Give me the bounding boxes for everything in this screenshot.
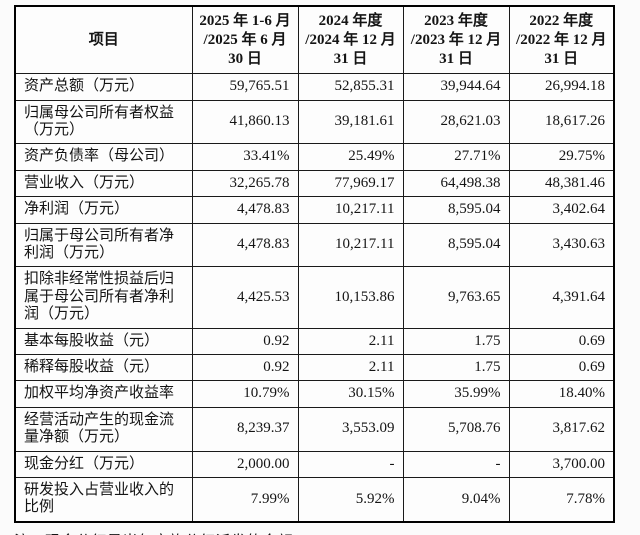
table-row: 现金分红（万元） 2,000.00 - - 3,700.00: [14, 450, 615, 478]
cell-value: 0.92: [191, 353, 299, 382]
cell-value: 2.11: [297, 353, 404, 382]
cell-value: 0.69: [508, 353, 615, 382]
cell-value: 5.92%: [297, 476, 404, 523]
financial-summary-table: 项目 2025 年 1-6 月 /2025 年 6 月 30 日 2024 年度…: [14, 5, 615, 523]
cell-value: -: [402, 450, 510, 478]
cell-value: 39,181.61: [297, 99, 404, 145]
row-label: 现金分红（万元）: [14, 450, 193, 478]
row-label: 基本每股收益（元）: [14, 327, 193, 355]
row-label: 归属于母公司所有者净利润（万元）: [14, 222, 193, 268]
column-header-item: 项目: [14, 5, 193, 75]
row-label: 净利润（万元）: [14, 196, 193, 224]
cell-value: 25.49%: [297, 143, 404, 171]
cell-value: 9,763.65: [402, 266, 510, 329]
cell-value: 39,944.64: [402, 73, 510, 101]
column-header-2025: 2025 年 1-6 月 /2025 年 6 月 30 日: [191, 5, 299, 75]
cell-value: 33.41%: [191, 143, 299, 171]
cell-value: 3,700.00: [508, 450, 615, 478]
cell-value: 30.15%: [297, 380, 404, 408]
row-label: 稀释每股收益（元）: [14, 353, 193, 382]
cell-value: 7.78%: [508, 476, 615, 523]
footnote: 注：现金分红是当年实施分红派发的金额: [14, 530, 640, 535]
column-header-2022: 2022 年度 /2022 年 12 月 31 日: [508, 5, 615, 75]
row-label: 研发投入占营业收入的比例: [14, 476, 193, 523]
cell-value: 8,595.04: [402, 196, 510, 224]
cell-value: 77,969.17: [297, 169, 404, 198]
table-row: 资产总额（万元） 59,765.51 52,855.31 39,944.64 2…: [14, 73, 615, 101]
row-label: 资产总额（万元）: [14, 73, 193, 101]
cell-value: 3,817.62: [508, 406, 615, 452]
cell-value: 5,708.76: [402, 406, 510, 452]
cell-value: 29.75%: [508, 143, 615, 171]
cell-value: 0.69: [508, 327, 615, 355]
row-label: 资产负债率（母公司）: [14, 143, 193, 171]
cell-value: 0.92: [191, 327, 299, 355]
cell-value: 1.75: [402, 353, 510, 382]
table-row: 净利润（万元） 4,478.83 10,217.11 8,595.04 3,40…: [14, 196, 615, 224]
cell-value: 10,153.86: [297, 266, 404, 329]
table-row: 经营活动产生的现金流量净额（万元） 8,239.37 3,553.09 5,70…: [14, 406, 615, 452]
cell-value: 7.99%: [191, 476, 299, 523]
cell-value: 8,595.04: [402, 222, 510, 268]
column-header-2023: 2023 年度 /2023 年 12 月 31 日: [402, 5, 510, 75]
cell-value: 35.99%: [402, 380, 510, 408]
column-header-2024: 2024 年度 /2024 年 12 月 31 日: [297, 5, 404, 75]
cell-value: 18.40%: [508, 380, 615, 408]
table-row: 资产负债率（母公司） 33.41% 25.49% 27.71% 29.75%: [14, 143, 615, 171]
cell-value: 10,217.11: [297, 196, 404, 224]
cell-value: 3,402.64: [508, 196, 615, 224]
table-row: 归属于母公司所有者净利润（万元） 4,478.83 10,217.11 8,59…: [14, 222, 615, 268]
table-row: 加权平均净资产收益率 10.79% 30.15% 35.99% 18.40%: [14, 380, 615, 408]
row-label: 经营活动产生的现金流量净额（万元）: [14, 406, 193, 452]
cell-value: 18,617.26: [508, 99, 615, 145]
cell-value: 59,765.51: [191, 73, 299, 101]
cell-value: 27.71%: [402, 143, 510, 171]
cell-value: 9.04%: [402, 476, 510, 523]
table-row: 扣除非经常性损益后归属于母公司所有者净利润（万元） 4,425.53 10,15…: [14, 266, 615, 329]
cell-value: 26,994.18: [508, 73, 615, 101]
cell-value: -: [297, 450, 404, 478]
cell-value: 2.11: [297, 327, 404, 355]
cell-value: 32,265.78: [191, 169, 299, 198]
cell-value: 52,855.31: [297, 73, 404, 101]
table-row: 归属母公司所有者权益（万元） 41,860.13 39,181.61 28,62…: [14, 99, 615, 145]
table-row: 营业收入（万元） 32,265.78 77,969.17 64,498.38 4…: [14, 169, 615, 198]
cell-value: 48,381.46: [508, 169, 615, 198]
table-row: 基本每股收益（元） 0.92 2.11 1.75 0.69: [14, 327, 615, 355]
cell-value: 8,239.37: [191, 406, 299, 452]
cell-value: 3,553.09: [297, 406, 404, 452]
cell-value: 4,391.64: [508, 266, 615, 329]
cell-value: 28,621.03: [402, 99, 510, 145]
row-label: 加权平均净资产收益率: [14, 380, 193, 408]
cell-value: 41,860.13: [191, 99, 299, 145]
row-label: 营业收入（万元）: [14, 169, 193, 198]
cell-value: 2,000.00: [191, 450, 299, 478]
row-label: 归属母公司所有者权益（万元）: [14, 99, 193, 145]
cell-value: 10,217.11: [297, 222, 404, 268]
cell-value: 10.79%: [191, 380, 299, 408]
table-row: 稀释每股收益（元） 0.92 2.11 1.75 0.69: [14, 353, 615, 382]
row-label: 扣除非经常性损益后归属于母公司所有者净利润（万元）: [14, 266, 193, 329]
cell-value: 4,478.83: [191, 196, 299, 224]
cell-value: 4,425.53: [191, 266, 299, 329]
cell-value: 4,478.83: [191, 222, 299, 268]
cell-value: 3,430.63: [508, 222, 615, 268]
cell-value: 64,498.38: [402, 169, 510, 198]
cell-value: 1.75: [402, 327, 510, 355]
header-row: 项目 2025 年 1-6 月 /2025 年 6 月 30 日 2024 年度…: [14, 5, 615, 75]
table-row: 研发投入占营业收入的比例 7.99% 5.92% 9.04% 7.78%: [14, 476, 615, 523]
